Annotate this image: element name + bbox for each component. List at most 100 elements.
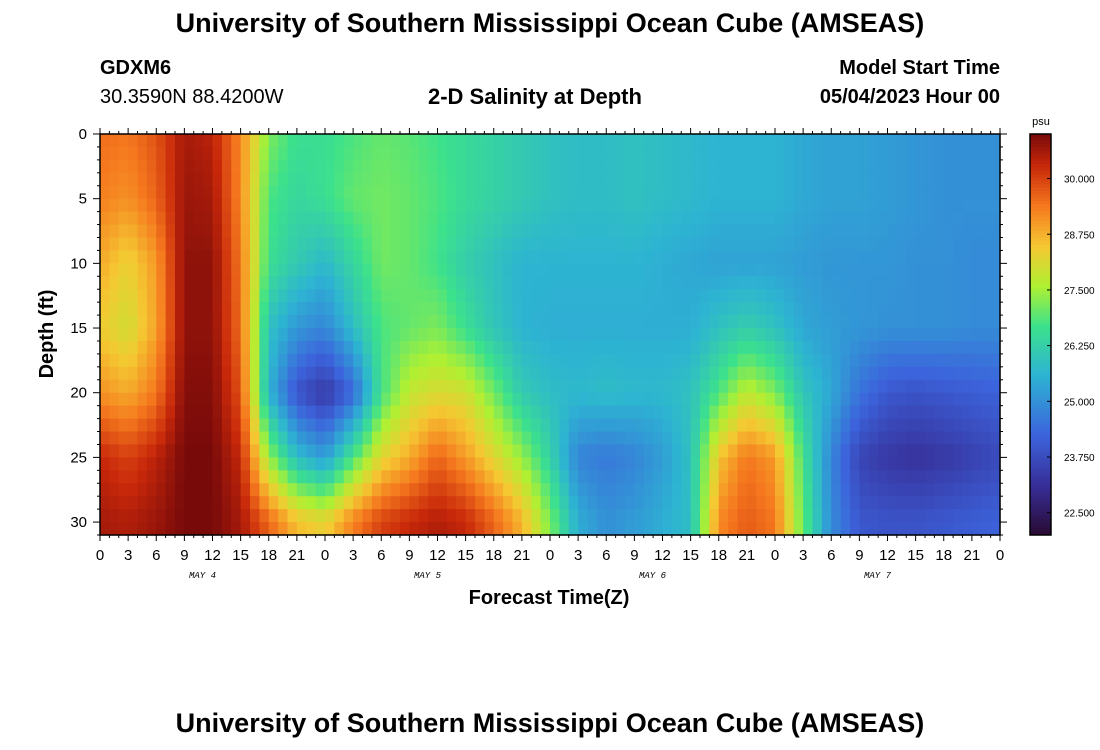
heatmap-cell [446,418,457,433]
heatmap-cell [737,263,748,277]
heatmap-cell [878,289,889,303]
heatmap-cell [456,315,467,329]
heatmap-cell [315,172,326,187]
heatmap-cell [971,134,982,148]
heatmap-cell [737,250,748,264]
heatmap-cell [118,302,129,316]
heatmap-cell [259,509,270,523]
heatmap-cell [634,224,645,239]
heatmap-cell [109,340,120,355]
heatmap-cell [456,276,467,290]
heatmap-cell [934,211,945,226]
heatmap-cell [362,185,373,200]
heatmap-cell [662,224,673,239]
heatmap-cell [493,250,504,264]
heatmap-cell [915,237,926,252]
colorbar-segment [1030,160,1051,165]
heatmap-cell [428,302,439,316]
heatmap-cell [850,340,860,355]
colorbar-segment [1030,438,1051,442]
heatmap-cell [550,211,560,226]
heatmap-cell [353,276,364,290]
colorbar-segment [1030,154,1051,158]
heatmap-cell [446,211,457,226]
heatmap-cell [437,237,448,252]
heatmap-cell [306,522,317,536]
heatmap-cell [259,340,270,355]
heatmap-cell [793,237,804,252]
heatmap-cell [531,470,542,484]
heatmap-cell [550,470,560,484]
heatmap-cell [428,237,439,252]
colorbar-segment [1030,244,1051,249]
heatmap-cell [165,496,176,510]
heatmap-cell [681,418,692,433]
heatmap-cell [934,509,945,523]
colorbar-segment [1030,454,1051,459]
heatmap-cell [156,315,167,329]
heatmap-cell [381,315,392,329]
heatmap-cell [306,185,317,200]
heatmap-cell [821,496,832,510]
heatmap-cell [681,379,692,394]
heatmap-cell [643,185,654,200]
heatmap-cell [165,172,176,187]
heatmap-cell [137,198,148,213]
day-label: MAY 5 [414,571,442,581]
heatmap-cell [606,134,617,148]
heatmap-cell [456,392,467,407]
heatmap-cell [981,418,992,433]
heatmap-cell [587,185,598,200]
heatmap-cell [484,328,495,342]
heatmap-cell [587,224,598,239]
heatmap-cell [578,496,589,510]
heatmap-cell [793,224,804,239]
heatmap-cell [962,431,973,446]
heatmap-cell [596,276,607,290]
heatmap-cell [728,431,739,446]
heatmap-cell [250,444,260,458]
heatmap-cell [700,392,710,407]
heatmap-cell [962,172,973,187]
heatmap-cell [896,353,907,368]
heatmap-cell [212,509,223,523]
heatmap-cell [821,431,832,446]
heatmap-cell [118,353,129,368]
heatmap-cell [690,237,701,252]
heatmap-cell [465,470,476,484]
heatmap-cell [606,496,617,510]
heatmap-cell [643,470,654,484]
heatmap-cell [184,483,195,497]
y-axis-label: Depth (ft) [36,290,58,379]
heatmap-cell [493,315,504,329]
heatmap-cell [250,211,260,226]
heatmap-cell [512,405,523,420]
heatmap-cell [737,185,748,200]
heatmap-cell [681,224,692,239]
heatmap-cell [971,509,982,523]
heatmap-cell [559,431,570,446]
heatmap-cell [203,263,214,277]
heatmap-cell [700,366,710,381]
heatmap-cell [540,237,551,252]
heatmap-cell [643,418,654,433]
heatmap-cell [746,134,757,148]
heatmap-cell [446,457,457,471]
heatmap-cell [896,250,907,264]
heatmap-cell [475,418,485,433]
heatmap-cell [840,328,851,342]
heatmap-cell [184,146,195,161]
heatmap-cell [765,379,776,394]
heatmap-cell [540,159,551,174]
heatmap-cell [587,276,598,290]
heatmap-cell [165,353,176,368]
heatmap-cell [925,224,935,239]
heatmap-cell [634,405,645,420]
heatmap-cell [765,237,776,252]
heatmap-cell [981,237,992,252]
heatmap-cell [812,483,823,497]
heatmap-cell [737,289,748,303]
heatmap-cell [671,237,682,252]
heatmap-cell [437,392,448,407]
heatmap-cell [512,224,523,239]
